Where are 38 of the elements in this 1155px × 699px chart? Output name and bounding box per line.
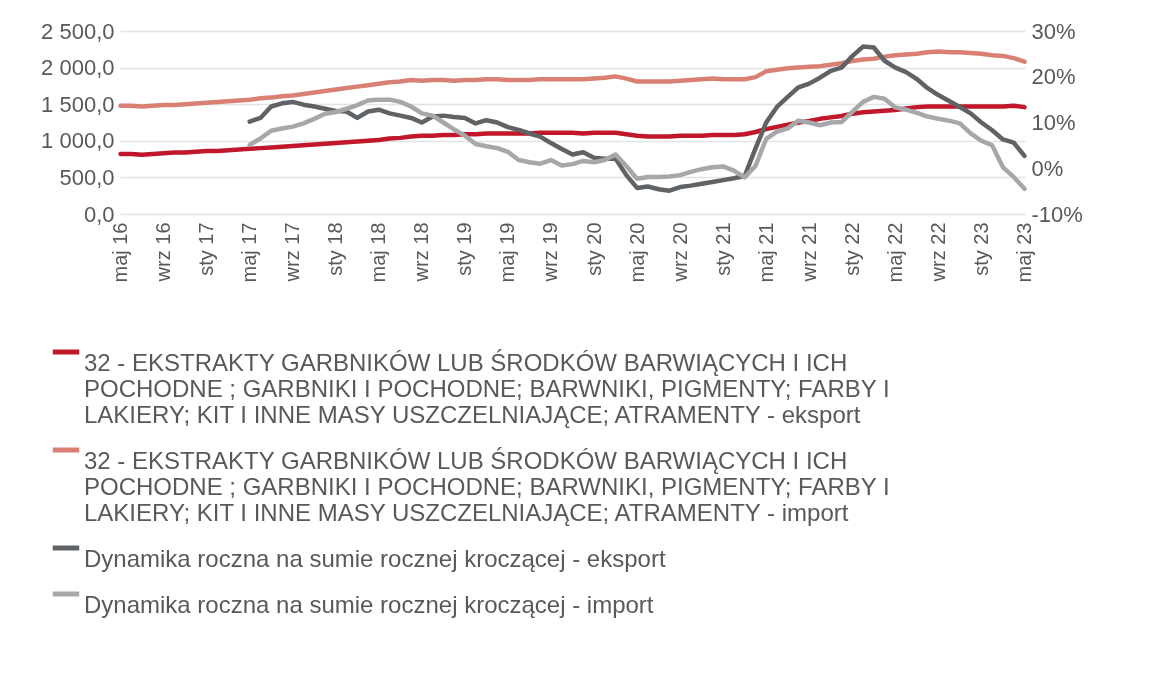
x-tick-label: sty 20 [582, 222, 605, 276]
y-tick-label: 1 500,0 [41, 91, 115, 117]
line-series [118, 103, 1027, 157]
y2-tick-label: 10% [1031, 110, 1076, 135]
x-tick-label: maj 19 [496, 222, 519, 283]
y-tick-label: 1 000,0 [41, 128, 115, 154]
x-tick-label: maj 17 [238, 222, 261, 283]
x-tick-label: sty 21 [711, 222, 734, 276]
x-tick-label: wrz 16 [152, 222, 175, 283]
x-tick-label: sty 18 [324, 222, 347, 276]
y-tick-label: 2 500,0 [41, 18, 115, 44]
y-tick-label: 500,0 [59, 164, 115, 190]
x-tick-label: maj 16 [109, 222, 132, 283]
legend-label: Dynamika roczna na sumie rocznej kroczącej - import [84, 591, 654, 618]
y2-tick-label: 20% [1031, 64, 1076, 90]
x-tick-label: sty 19 [453, 222, 476, 276]
line-series [247, 94, 1027, 192]
x-tick-label: sty 23 [969, 222, 992, 276]
x-tick-label: wrz 17 [281, 222, 304, 283]
line-series [118, 49, 1027, 109]
x-tick-label: wrz 22 [926, 222, 949, 283]
x-tick-label: maj 21 [754, 222, 777, 283]
line-series [247, 44, 1027, 193]
legend-label: 32 - EKSTRAKTY GARBNIKÓW LUB ŚRODKÓW BARWIĄCYCH I ICH POCHODNE ; GARBNIKI I POCHODNE; BARWNIKI, PIGMENTY; FARBY I LAKIERY; KIT I INNE MASY USZCZELNIAJĄCE; ATRAMENTY - import [84, 447, 890, 526]
y2-tick-label: 0% [1031, 155, 1064, 181]
x-tick-label: wrz 20 [668, 222, 691, 283]
legend-label: 32 - EKSTRAKTY GARBNIKÓW LUB ŚRODKÓW BARWIĄCYCH I ICH POCHODNE ; GARBNIKI I POCHODNE; BARWNIKI, PIGMENTY; FARBY I LAKIERY; KIT I INNE MASY USZCZELNIAJĄCE; ATRAMENTY - eksport [84, 349, 890, 428]
x-tick-label: wrz 19 [539, 222, 562, 283]
x-tick-label: maj 18 [367, 222, 390, 283]
x-tick-label: wrz 18 [410, 222, 433, 283]
x-tick-label: maj 20 [625, 222, 648, 283]
x-tick-label: sty 17 [195, 222, 218, 276]
x-tick-label: wrz 21 [797, 222, 820, 283]
x-tick-label: maj 22 [883, 222, 906, 283]
x-tick-label: sty 22 [840, 222, 863, 276]
legend-label: Dynamika roczna na sumie rocznej kroczącej - eksport [84, 545, 666, 572]
y-tick-label: 2 000,0 [41, 55, 115, 81]
y2-tick-label: 30% [1031, 18, 1076, 44]
